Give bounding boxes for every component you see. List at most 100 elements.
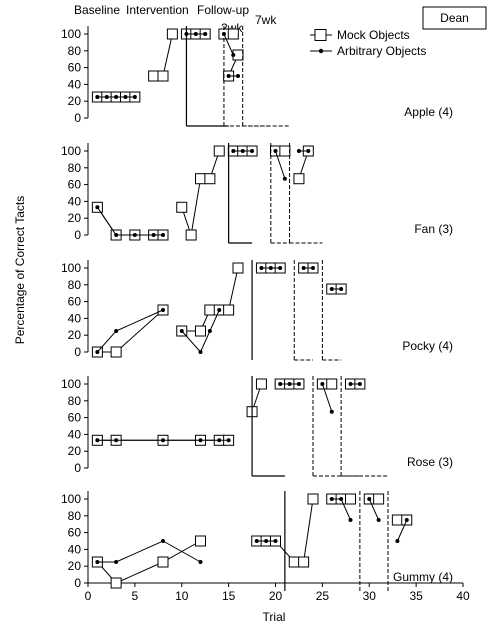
- arbitrary-object-point: [95, 95, 100, 99]
- series-line: [181, 267, 239, 332]
- arbitrary-object-point: [268, 266, 273, 270]
- arbitrary-object-point: [236, 74, 240, 78]
- legend-mock-marker: [314, 29, 327, 41]
- mock-object-point: [166, 28, 178, 40]
- arbitrary-object-point: [376, 518, 381, 522]
- y-tick-label: 0: [74, 461, 81, 475]
- arbitrary-object-point: [198, 438, 203, 443]
- panel-label: Pocky (4): [402, 339, 453, 353]
- x-tick-label: 15: [222, 589, 236, 603]
- arbitrary-object-point: [273, 149, 278, 153]
- y-tick-label: 40: [68, 77, 82, 91]
- arbitrary-object-point: [278, 266, 283, 270]
- y-tick-label: 0: [74, 576, 81, 590]
- arbitrary-object-point: [329, 409, 334, 414]
- arbitrary-object-point: [273, 539, 278, 543]
- arbitrary-object-point: [278, 382, 283, 386]
- participant-box: [422, 6, 487, 30]
- arbitrary-object-point: [226, 438, 231, 443]
- arbitrary-object-point: [198, 560, 203, 564]
- arbitrary-object-point: [114, 560, 119, 564]
- y-tick-label: 60: [68, 526, 82, 540]
- arbitrary-object-point: [231, 149, 236, 153]
- arbitrary-object-point: [339, 497, 344, 501]
- mock-object-point: [373, 493, 385, 505]
- legend-arbitrary-marker: [318, 48, 324, 54]
- y-tick-label: 80: [68, 44, 82, 58]
- x-tick-label: 25: [316, 589, 330, 603]
- y-tick-label: 0: [74, 345, 81, 359]
- x-tick-label: 5: [132, 589, 139, 603]
- phase-label-baseline: Baseline: [74, 3, 120, 17]
- arbitrary-object-point: [203, 32, 208, 36]
- panel-1: 0 20 40 60 80 100 Fan (3): [61, 143, 453, 244]
- mock-object-point: [298, 556, 310, 568]
- arbitrary-object-point: [161, 308, 165, 312]
- arbitrary-object-point: [320, 382, 325, 386]
- mock-object-point: [288, 556, 300, 568]
- arbitrary-object-point: [161, 233, 165, 237]
- panel-label: Fan (3): [414, 222, 453, 236]
- x-axis: 0 5 10 15 20 25 30 35 40: [85, 583, 470, 603]
- series-line: [275, 150, 286, 179]
- y-tick-label: 40: [68, 194, 82, 208]
- arbitrary-object-point: [231, 53, 236, 57]
- arbitrary-object-point: [296, 382, 301, 386]
- arbitrary-object-point: [104, 95, 109, 99]
- mock-object-point: [255, 378, 267, 390]
- arbitrary-object-point: [132, 95, 137, 99]
- arbitrary-object-point: [348, 518, 353, 522]
- series-line: [321, 383, 333, 412]
- arbitrary-object-point: [161, 438, 165, 443]
- x-tick-label: 10: [175, 589, 189, 603]
- arbitrary-object-point: [240, 149, 245, 153]
- arbitrary-object-point: [348, 382, 353, 386]
- arbitrary-object-point: [179, 329, 184, 333]
- phase-label-intervention: Intervention: [126, 3, 189, 17]
- arbitrary-object-point: [357, 382, 362, 386]
- y-tick-label: 0: [74, 228, 81, 242]
- y-tick-label: 60: [68, 295, 82, 309]
- arbitrary-object-point: [198, 350, 203, 354]
- arbitrary-object-point: [132, 233, 137, 237]
- mock-object-point: [195, 173, 206, 185]
- arbitrary-object-point: [95, 350, 100, 354]
- mock-object-point: [176, 201, 188, 213]
- panel-0: 0 20 40 60 80 100 Apple (4): [61, 26, 453, 127]
- mock-object-point: [232, 262, 244, 274]
- y-tick-label: 20: [68, 211, 82, 225]
- arbitrary-object-point: [161, 539, 165, 543]
- series-line: [97, 309, 164, 353]
- legend-mock-label: Mock Objects: [337, 28, 410, 42]
- mock-object-point: [279, 145, 291, 157]
- mock-object-point: [185, 229, 197, 241]
- y-tick-label: 20: [68, 328, 82, 342]
- y-tick-label: 80: [68, 161, 82, 175]
- y-tick-label: 60: [68, 178, 82, 192]
- y-tick-label: 80: [68, 509, 82, 523]
- arbitrary-object-point: [264, 539, 269, 543]
- x-tick-label: 30: [363, 589, 377, 603]
- y-tick-label: 100: [61, 261, 81, 275]
- arbitrary-object-point: [123, 95, 128, 99]
- panel-3: 0 20 40 60 80 100 Rose (3): [61, 376, 453, 477]
- mock-object-point: [391, 514, 403, 526]
- series-line: [396, 519, 408, 542]
- panel-label: Apple (4): [404, 105, 453, 119]
- arbitrary-object-point: [95, 438, 100, 443]
- participant-name: Dean: [440, 11, 469, 25]
- mock-object-point: [227, 28, 239, 40]
- series-line: [223, 33, 234, 56]
- y-tick-label: 40: [68, 427, 82, 441]
- mock-object-point: [345, 493, 356, 505]
- phase-label-7wk: 7wk: [255, 13, 277, 27]
- mock-object-point: [223, 304, 235, 316]
- y-tick-label: 0: [74, 111, 81, 125]
- series-line: [181, 150, 220, 236]
- y-tick-label: 20: [68, 94, 82, 108]
- mock-object-point: [195, 535, 206, 547]
- arbitrary-object-point: [395, 539, 400, 543]
- y-tick-label: 60: [68, 411, 82, 425]
- y-axis-label: Percentage of Correct Tacts: [13, 196, 27, 345]
